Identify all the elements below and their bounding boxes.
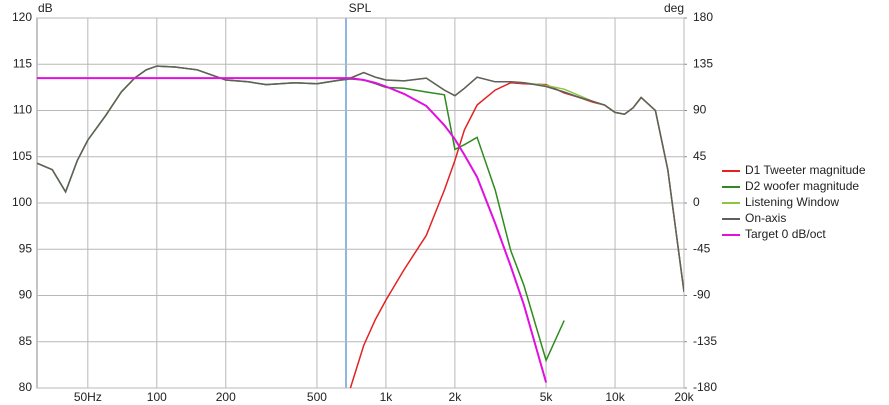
x-tick-label: 100 (147, 390, 167, 404)
y2-tick-label: -135 (693, 334, 717, 348)
y2-tick-label: 0 (693, 195, 700, 209)
y-tick-label: 110 (13, 103, 32, 117)
legend-label: On-axis (745, 211, 786, 225)
x-tick-label: 50Hz (74, 390, 102, 404)
y-tick-label: 100 (12, 195, 32, 209)
y2-axis-label: deg (664, 1, 684, 15)
y-tick-label: 95 (19, 241, 33, 255)
x-tick-label: 10k (605, 390, 625, 404)
y2-tick-label: -180 (693, 380, 717, 394)
y-axis-label: dB (38, 1, 53, 15)
series-line (37, 77, 548, 383)
chart-title: SPL (349, 1, 372, 15)
x-tick-label: 2k (449, 390, 463, 404)
y2-tick-label: 135 (693, 56, 713, 70)
x-tick-label: 5k (540, 390, 554, 404)
y-tick-label: 120 (12, 10, 32, 24)
x-tick-label: 20k (674, 390, 694, 404)
x-tick-label: 1k (380, 390, 394, 404)
y-tick-label: 85 (19, 334, 33, 348)
legend-label: Listening Window (745, 195, 839, 209)
y2-tick-label: 180 (693, 10, 713, 24)
y2-tick-label: 45 (693, 149, 707, 163)
legend-label: Target 0 dB/oct (745, 227, 826, 241)
x-tick-label: 200 (216, 390, 236, 404)
y2-tick-label: -45 (693, 241, 711, 255)
x-tick-label: 500 (307, 390, 327, 404)
y-tick-label: 115 (13, 56, 32, 70)
legend-label: D2 woofer magnitude (745, 179, 859, 193)
y2-tick-label: -90 (693, 288, 711, 302)
y-tick-label: 90 (19, 288, 33, 302)
y-tick-label: 80 (19, 380, 33, 394)
y-tick-label: 105 (12, 149, 32, 163)
y2-tick-label: 90 (693, 103, 707, 117)
legend-label: D1 Tweeter magnitude (745, 163, 866, 177)
